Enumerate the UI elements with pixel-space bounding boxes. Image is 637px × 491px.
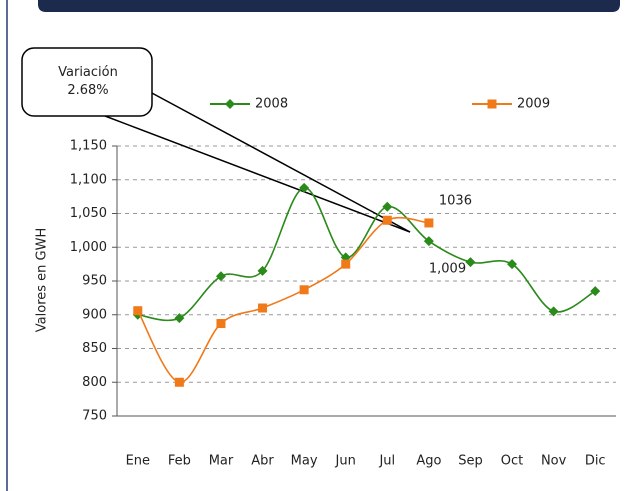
marker bbox=[465, 257, 476, 268]
marker bbox=[174, 313, 185, 324]
legend-marker bbox=[487, 99, 497, 109]
x-tick-label: Dic bbox=[585, 454, 606, 469]
legend-label: 2009 bbox=[517, 97, 550, 112]
x-tick-label: Feb bbox=[168, 454, 191, 469]
annotation: Variación 2.68% bbox=[58, 65, 118, 98]
y-tick-label: 1,100 bbox=[70, 172, 107, 187]
marker bbox=[216, 319, 226, 329]
x-tick-label: Mar bbox=[209, 454, 234, 469]
x-tick-label: Jun bbox=[335, 454, 356, 469]
x-tick-label: Oct bbox=[501, 454, 523, 469]
marker bbox=[382, 201, 393, 212]
header-banner bbox=[38, 0, 620, 12]
callout-box bbox=[21, 47, 153, 117]
series-line bbox=[137, 187, 596, 322]
y-tick-label: 900 bbox=[82, 307, 107, 322]
marker bbox=[590, 286, 601, 297]
marker bbox=[382, 215, 392, 225]
marker bbox=[299, 182, 310, 193]
x-tick-label: Abr bbox=[251, 454, 274, 469]
callout-pointer bbox=[149, 91, 411, 233]
y-tick-label: 850 bbox=[82, 341, 107, 356]
x-tick-label: Ene bbox=[126, 454, 150, 469]
y-tick-label: 750 bbox=[82, 409, 107, 424]
callout-pointer bbox=[104, 115, 411, 233]
x-tick-label: Jul bbox=[378, 454, 395, 469]
y-tick-label: 950 bbox=[82, 274, 107, 289]
x-tick-label: May bbox=[291, 454, 318, 469]
y-axis-title: Valores en GWH bbox=[35, 228, 50, 332]
marker bbox=[507, 259, 518, 270]
y-tick-label: 1,150 bbox=[70, 139, 107, 154]
marker bbox=[257, 265, 268, 276]
marker bbox=[423, 236, 434, 247]
marker bbox=[215, 271, 226, 282]
data-label: 1036 bbox=[439, 193, 472, 208]
x-tick-label: Ago bbox=[416, 454, 441, 469]
marker bbox=[548, 306, 559, 317]
marker bbox=[424, 218, 434, 228]
y-tick-label: 800 bbox=[82, 375, 107, 390]
legend-label: 2008 bbox=[255, 97, 288, 112]
y-tick-label: 1,050 bbox=[70, 206, 107, 221]
marker bbox=[341, 259, 351, 269]
annotation-callout: Variación 2.68% bbox=[21, 47, 411, 233]
x-tick-label: Nov bbox=[541, 454, 567, 469]
y-tick-label: 1,000 bbox=[70, 240, 107, 255]
marker bbox=[299, 285, 309, 295]
series-line bbox=[137, 216, 429, 384]
legend-marker bbox=[225, 99, 235, 109]
marker bbox=[258, 303, 268, 313]
marker bbox=[133, 306, 143, 316]
marker bbox=[174, 377, 184, 387]
x-tick-label: Sep bbox=[458, 454, 483, 469]
data-label: 1,009 bbox=[429, 262, 466, 277]
